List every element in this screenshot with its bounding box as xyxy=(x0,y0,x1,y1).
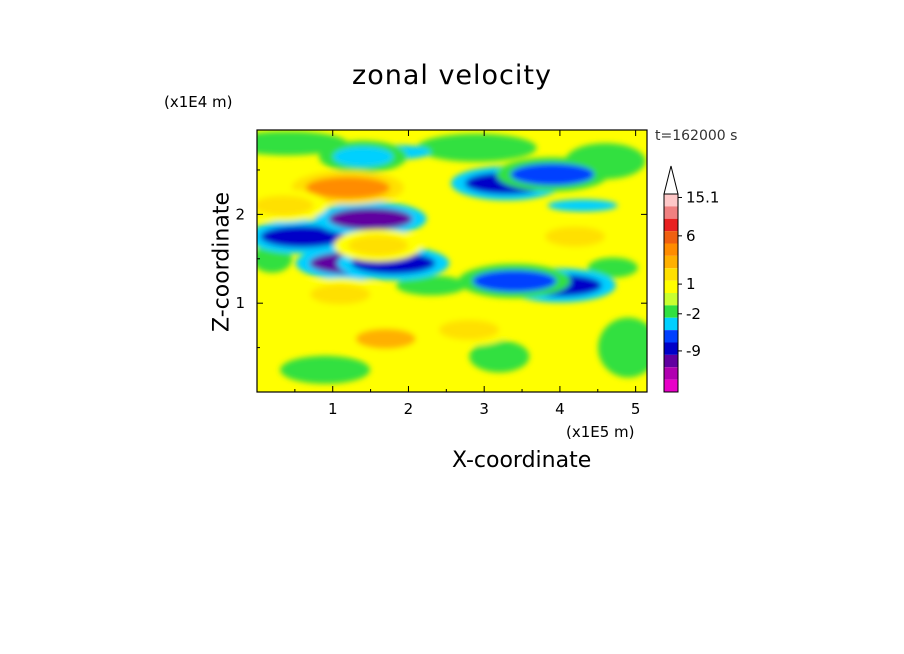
colorbar-swatch-0 xyxy=(664,194,678,207)
colorbar-label-2: 1 xyxy=(686,275,696,293)
x-tick-label-5: 5 xyxy=(631,400,641,418)
contour-patch-3 xyxy=(280,355,371,384)
contour-core-8 xyxy=(333,146,394,167)
colorbar-swatch-9 xyxy=(664,305,678,318)
contour-field xyxy=(257,131,647,384)
x-tick-label-4: 4 xyxy=(555,400,565,418)
y-tick-label-1: 1 xyxy=(235,294,245,312)
colorbar-label-0: 15.1 xyxy=(686,188,719,206)
contour-core-14 xyxy=(439,319,500,340)
colorbar-label-3: -2 xyxy=(686,305,701,323)
colorbar-label-4: -9 xyxy=(686,342,701,360)
y-axis: 12 xyxy=(235,169,647,349)
contour-patch-4 xyxy=(598,317,647,378)
colorbar-swatch-3 xyxy=(664,231,678,244)
colorbar-swatch-12 xyxy=(664,342,678,355)
contour-patch-5 xyxy=(469,340,530,373)
x-axis-label: X-coordinate xyxy=(452,448,592,473)
chart-title: zonal velocity xyxy=(352,60,552,91)
colorbar-swatch-14 xyxy=(664,367,678,380)
contour-core-12 xyxy=(348,235,409,256)
colorbar-swatch-2 xyxy=(664,218,678,232)
contour-core-9 xyxy=(305,176,390,199)
x-unit-label: (x1E5 m) xyxy=(566,423,635,441)
contour-core-1 xyxy=(328,207,413,230)
contour-patch-1 xyxy=(416,133,537,162)
y-unit-label: (x1E4 m) xyxy=(164,93,233,111)
contour-core-13 xyxy=(355,328,416,349)
colorbar-swatch-10 xyxy=(664,317,678,331)
colorbar-label-1: 6 xyxy=(686,227,696,245)
contour-core-11 xyxy=(545,226,606,247)
x-axis: 1 2 3 4 5 xyxy=(294,130,641,418)
contour-core-0 xyxy=(260,225,345,248)
colorbar-swatch-4 xyxy=(664,243,678,256)
contour-patch-8 xyxy=(396,275,467,296)
contour-core-15 xyxy=(310,284,371,305)
colorbar-swatch-7 xyxy=(664,280,678,293)
colorbar-swatch-13 xyxy=(664,354,678,368)
y-tick-label-2: 2 xyxy=(235,205,245,223)
colorbar-swatch-8 xyxy=(664,293,678,306)
contour-core-5 xyxy=(510,163,595,186)
colorbar: 15.1 6 1 -2 -9 xyxy=(663,165,719,393)
colorbar-swatch-5 xyxy=(664,255,678,269)
colorbar-frame xyxy=(663,193,679,393)
colorbar-swatch-1 xyxy=(664,206,678,219)
colorbar-extend-arrow xyxy=(663,165,679,195)
x-tick-label-3: 3 xyxy=(479,400,489,418)
colorbar-swatch-6 xyxy=(664,268,678,281)
contour-patch-7 xyxy=(587,257,638,278)
time-label: t=162000 s xyxy=(655,128,738,144)
colorbar-swatch-11 xyxy=(664,330,678,343)
contour-patch-10 xyxy=(547,199,618,212)
colorbar-swatch-15 xyxy=(664,379,678,392)
contour-core-10 xyxy=(257,195,314,216)
contour-core-7 xyxy=(472,269,557,292)
x-tick-label-1: 1 xyxy=(328,400,338,418)
plot-frame xyxy=(256,129,648,393)
x-tick-label-2: 2 xyxy=(404,400,414,418)
